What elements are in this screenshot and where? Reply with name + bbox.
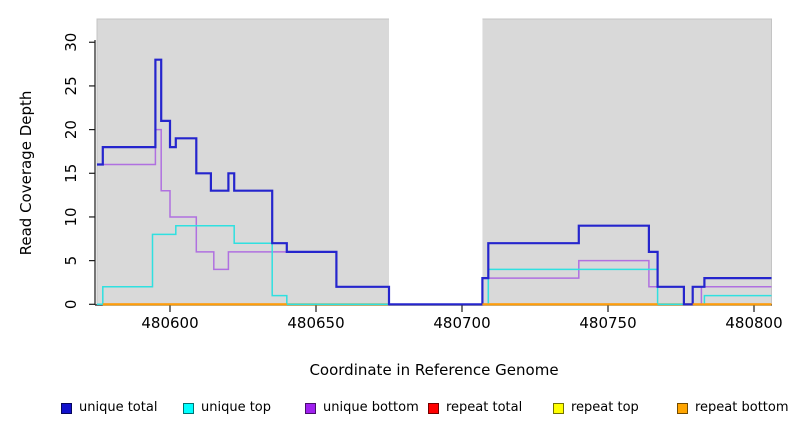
y-tick-label: 10 xyxy=(62,207,80,226)
y-tick-label: 30 xyxy=(62,33,80,52)
legend-label: unique bottom xyxy=(323,400,419,415)
y-tick-label: 0 xyxy=(62,300,80,310)
no-data-gap-band xyxy=(389,18,483,305)
legend-item-repeat-top: repeat top xyxy=(553,399,639,417)
x-tick-label: 480650 xyxy=(287,314,344,332)
legend-label: repeat top xyxy=(571,400,639,415)
legend-item-unique-total: unique total xyxy=(61,399,157,417)
legend-swatch-icon xyxy=(428,402,439,414)
legend-item-repeat-bottom: repeat bottom xyxy=(677,399,789,417)
legend-label: repeat total xyxy=(446,400,523,415)
legend-label: repeat bottom xyxy=(695,400,789,415)
x-tick-label: 480750 xyxy=(579,314,636,332)
y-tick-label: 20 xyxy=(62,120,80,139)
series-unique-top xyxy=(97,224,389,306)
chart-legend: unique total unique top unique bottom repea… xyxy=(0,399,792,419)
y-tick-label: 5 xyxy=(62,256,80,266)
legend-swatch-icon xyxy=(305,402,316,414)
y-tick-label: 25 xyxy=(62,76,80,95)
legend-label: unique top xyxy=(201,400,272,415)
x-axis-title: Coordinate in Reference Genome xyxy=(309,361,558,379)
series-lines xyxy=(97,58,772,306)
x-tick-label: 480800 xyxy=(725,314,782,332)
legend-swatch-icon xyxy=(677,402,688,414)
legend-item-unique-bottom: unique bottom xyxy=(305,399,419,417)
axis-ticks xyxy=(89,41,755,312)
plot-background xyxy=(96,18,772,305)
legend-item-unique-top: unique top xyxy=(183,399,271,417)
legend-swatch-icon xyxy=(183,402,194,414)
legend-swatch-icon xyxy=(553,402,564,414)
series-unique-total xyxy=(97,58,772,306)
x-tick-label: 480700 xyxy=(433,314,490,332)
legend-swatch-icon xyxy=(61,402,72,414)
y-tick-label: 15 xyxy=(62,164,80,183)
y-axis-title: Read Coverage Depth xyxy=(17,91,35,256)
axis-tick-labels: 480600 480650 480700 480750 480800 0 5 10 15 20 25… xyxy=(62,33,783,332)
x-tick-label: 480600 xyxy=(141,314,198,332)
legend-label: unique total xyxy=(79,400,158,415)
legend-item-repeat-total: repeat total xyxy=(428,399,522,417)
